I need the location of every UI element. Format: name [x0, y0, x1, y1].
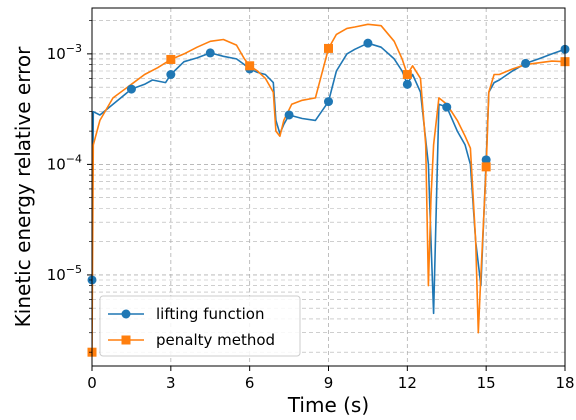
legend-swatch-circle [121, 309, 131, 319]
series-lines [92, 23, 565, 353]
data-point-lifting-function [166, 70, 176, 80]
legend: lifting function penalty method [99, 295, 301, 357]
data-point-lifting-function [324, 97, 333, 107]
series-line-1 [92, 23, 565, 353]
y-tick-label: 10−3 [47, 42, 82, 63]
x-tick-label: 0 [87, 374, 97, 392]
legend-label-lifting-function: lifting function [156, 305, 264, 323]
y-axis-title: Kinetic energy relative error [11, 46, 35, 327]
data-point-lifting-function [126, 84, 136, 94]
data-point-lifting-function [442, 102, 452, 112]
data-point-lifting-function [363, 38, 373, 48]
grid-lines [91, 8, 566, 366]
data-point-lifting-function [481, 155, 491, 165]
legend-label-penalty-method: penalty method [156, 331, 275, 349]
x-tick-label: 9 [324, 374, 334, 392]
data-point-lifting-function [205, 48, 215, 58]
legend-box [99, 295, 301, 357]
legend-swatch-square [121, 335, 131, 345]
data-point-penalty-method [481, 162, 491, 172]
legend-item-lifting-function: lifting function [108, 305, 264, 323]
x-tick-label: 3 [166, 374, 176, 392]
y-tick-label: 10−5 [47, 263, 82, 284]
x-tick-label: 18 [555, 374, 574, 392]
data-point-penalty-method [245, 61, 255, 71]
legend-item-penalty-method: penalty method [108, 331, 275, 349]
x-tick-label: 6 [245, 374, 255, 392]
x-tick-label: 15 [477, 374, 496, 392]
data-point-penalty-method [324, 43, 333, 53]
data-point-lifting-function [284, 110, 294, 120]
data-point-penalty-method [166, 54, 176, 64]
axis-ticks: 0 3 6 9 12 15 18 10−5 10−4 10−3 [47, 20, 575, 392]
data-point-penalty-method [402, 70, 412, 80]
x-axis-title: Time (s) [287, 393, 369, 417]
data-point-lifting-function [521, 58, 531, 68]
series-markers [87, 38, 570, 357]
data-point-lifting-function [402, 79, 412, 89]
y-tick-label: 10−4 [47, 152, 82, 173]
x-tick-label: 12 [398, 374, 417, 392]
